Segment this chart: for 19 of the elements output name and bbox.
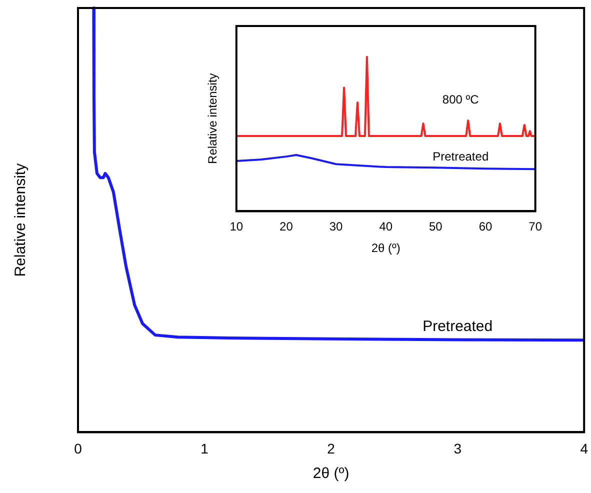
x-tick-label: 4 bbox=[580, 440, 588, 456]
x-tick-label: 3 bbox=[454, 440, 462, 456]
x-tick-label: 10 bbox=[230, 220, 244, 234]
series-label: Pretreated bbox=[422, 318, 493, 335]
y-axis-title: Relative intensity bbox=[206, 73, 220, 164]
x-tick-label: 20 bbox=[280, 220, 294, 234]
x-tick-label: 0 bbox=[74, 440, 82, 456]
x-tick-label: 1 bbox=[200, 440, 209, 456]
x-axis-title: 2θ (º) bbox=[312, 465, 350, 482]
series-label: Pretreated bbox=[432, 149, 489, 164]
series-label: 800 ºC bbox=[442, 92, 480, 106]
y-axis-title: Relative intensity bbox=[12, 162, 30, 277]
x-axis-title: 2θ (º) bbox=[371, 241, 400, 256]
x-tick-label: 2 bbox=[327, 440, 336, 456]
x-tick-label: 50 bbox=[429, 220, 443, 234]
x-tick-label: 70 bbox=[528, 220, 542, 234]
x-tick-label: 30 bbox=[329, 220, 344, 234]
x-tick-label: 40 bbox=[379, 220, 393, 234]
x-tick-label: 60 bbox=[478, 220, 492, 234]
